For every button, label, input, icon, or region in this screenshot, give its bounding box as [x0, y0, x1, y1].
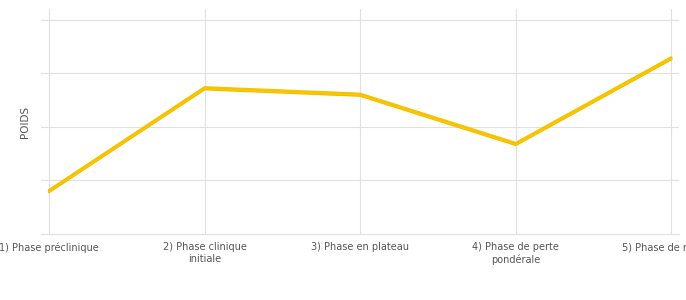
Y-axis label: POIDS: POIDS: [20, 105, 30, 138]
